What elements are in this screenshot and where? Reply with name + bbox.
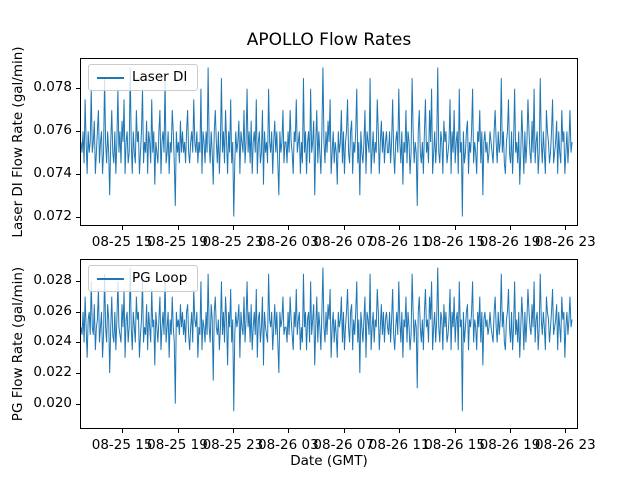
x-tick-label: 08-25 23 bbox=[202, 437, 264, 453]
x-tick-mark bbox=[399, 429, 400, 433]
x-tick-label: 08-26 23 bbox=[535, 234, 596, 250]
x-tick-mark bbox=[288, 429, 289, 433]
y-tick-label: 0.024 bbox=[33, 333, 72, 350]
x-tick-label: 08-26 15 bbox=[424, 437, 485, 453]
x-tick-mark bbox=[233, 429, 234, 433]
x-axis-label: Date (GMT) bbox=[290, 453, 368, 469]
x-tick-label: 08-26 07 bbox=[313, 437, 375, 453]
x-tick-mark bbox=[455, 226, 456, 230]
legend-label: Laser DI bbox=[132, 69, 188, 85]
x-tick-mark bbox=[122, 226, 123, 230]
x-tick-label: 08-26 03 bbox=[257, 234, 319, 250]
x-tick-mark bbox=[565, 226, 566, 230]
x-tick-label: 08-25 23 bbox=[202, 234, 264, 250]
x-tick-label: 08-25 19 bbox=[147, 234, 208, 250]
x-tick-mark bbox=[344, 226, 345, 230]
figure-title: APOLLO Flow Rates bbox=[246, 30, 412, 50]
x-tick-label: 08-26 19 bbox=[479, 234, 541, 250]
laser-di-line-chart bbox=[81, 67, 573, 217]
y-tick-mark bbox=[76, 404, 80, 405]
y-tick-label: 0.020 bbox=[33, 395, 72, 412]
y-tick-label: 0.078 bbox=[33, 79, 72, 96]
plot-area-pg-loop: PG Loop bbox=[80, 259, 578, 429]
x-tick-mark bbox=[455, 429, 456, 433]
x-tick-label: 08-26 03 bbox=[257, 437, 319, 453]
legend-laser-di: Laser DI bbox=[88, 64, 199, 91]
pg-loop-line-chart bbox=[81, 267, 573, 412]
x-tick-label: 08-26 11 bbox=[368, 437, 430, 453]
y-tick-label: 0.076 bbox=[33, 122, 72, 139]
x-tick-label: 08-25 15 bbox=[91, 234, 153, 250]
data-line-laser-di bbox=[81, 67, 573, 217]
y-tick-label: 0.074 bbox=[33, 165, 72, 182]
data-line-pg-loop bbox=[81, 267, 573, 412]
x-tick-mark bbox=[510, 429, 511, 433]
y-tick-mark bbox=[76, 131, 80, 132]
x-tick-label: 08-26 19 bbox=[479, 437, 541, 453]
y-tick-label: 0.026 bbox=[33, 302, 72, 319]
legend-pg-loop: PG Loop bbox=[88, 265, 199, 292]
legend-label: PG Loop bbox=[132, 270, 188, 286]
y-tick-mark bbox=[76, 174, 80, 175]
y-tick-mark bbox=[76, 88, 80, 89]
legend-line-swatch bbox=[97, 277, 124, 280]
x-tick-mark bbox=[122, 429, 123, 433]
y-tick-mark bbox=[76, 281, 80, 282]
y-tick-mark bbox=[76, 373, 80, 374]
y-tick-mark bbox=[76, 217, 80, 218]
x-tick-mark bbox=[233, 226, 234, 230]
x-tick-label: 08-26 23 bbox=[535, 437, 596, 453]
x-tick-mark bbox=[399, 226, 400, 230]
y-tick-label: 0.028 bbox=[33, 271, 72, 288]
plot-area-laser-di: Laser DI bbox=[80, 58, 578, 226]
y-tick-mark bbox=[76, 312, 80, 313]
x-tick-mark bbox=[178, 226, 179, 230]
y-tick-label: 0.072 bbox=[33, 208, 72, 225]
x-tick-label: 08-25 15 bbox=[91, 437, 153, 453]
x-tick-label: 08-26 07 bbox=[313, 234, 375, 250]
y-tick-label: 0.022 bbox=[33, 364, 72, 381]
x-tick-mark bbox=[288, 226, 289, 230]
x-tick-mark bbox=[565, 429, 566, 433]
x-tick-mark bbox=[178, 429, 179, 433]
x-tick-mark bbox=[510, 226, 511, 230]
x-tick-label: 08-25 19 bbox=[147, 437, 208, 453]
x-tick-mark bbox=[344, 429, 345, 433]
y-tick-mark bbox=[76, 342, 80, 343]
legend-line-swatch bbox=[97, 76, 124, 79]
x-tick-label: 08-26 15 bbox=[424, 234, 485, 250]
x-tick-label: 08-26 11 bbox=[368, 234, 430, 250]
